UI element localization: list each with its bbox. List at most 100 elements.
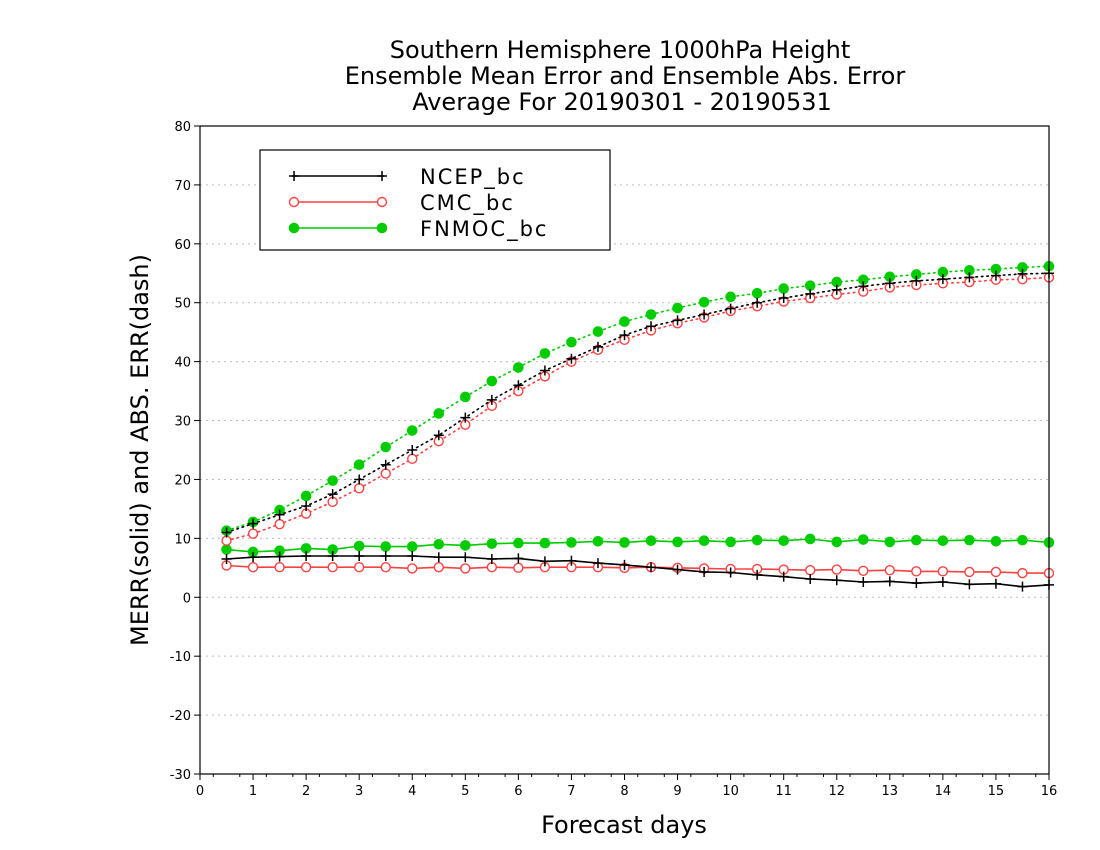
- x-tick-label: 12: [828, 784, 845, 799]
- merr-point: [646, 562, 657, 573]
- merr-point: [831, 575, 842, 586]
- abs-err-point: [406, 425, 418, 436]
- merr-point: [274, 562, 285, 573]
- abs-err-point: [619, 316, 630, 327]
- merr-point: [937, 566, 949, 577]
- merr-point: [884, 576, 895, 587]
- y-tick-label: 50: [174, 297, 191, 312]
- abs-err-point: [486, 394, 497, 405]
- merr-point: [778, 571, 789, 582]
- merr-point: [831, 536, 843, 548]
- legend-box: [259, 149, 611, 251]
- x-tick-label: 11: [775, 784, 792, 799]
- legend-marker: [376, 196, 388, 208]
- chart-title: Southern Hemisphere 1000hPa Height Ensem…: [345, 36, 906, 116]
- merr-point: [964, 566, 975, 578]
- merr-point: [858, 576, 869, 587]
- abs-err-point: [725, 303, 736, 314]
- merr-point: [248, 552, 259, 563]
- merr-point: [804, 533, 816, 545]
- abs-err-point: [380, 441, 392, 453]
- merr-point: [911, 578, 922, 589]
- merr-point: [433, 538, 445, 550]
- abs-err-point: [327, 475, 338, 486]
- x-tick-label: 0: [196, 784, 204, 799]
- merr-point: [805, 564, 816, 576]
- merr-point: [1017, 534, 1028, 546]
- merr-point: [911, 534, 922, 546]
- merr-point: [380, 541, 392, 552]
- abs-err-point: [248, 518, 259, 529]
- merr-point: [380, 562, 391, 573]
- abs-err-point: [539, 348, 551, 359]
- merr-point: [513, 537, 524, 549]
- merr-point: [353, 562, 365, 573]
- series-lines: [221, 260, 1055, 592]
- merr-point: [672, 564, 683, 575]
- merr-point: [221, 544, 232, 555]
- x-tick-label: 10: [722, 784, 739, 799]
- merr-point: [990, 578, 1001, 589]
- merr-point: [937, 576, 948, 587]
- abs-err-line: [225, 265, 1050, 532]
- x-tick-label: 15: [988, 784, 1005, 799]
- merr-point: [433, 562, 444, 573]
- abs-err-point: [274, 519, 285, 530]
- abs-err-point: [592, 341, 603, 352]
- merr-point: [857, 534, 869, 545]
- merr-point: [778, 535, 789, 547]
- abs-err-point: [672, 315, 683, 326]
- abs-err-point: [751, 288, 763, 299]
- abs-err-point: [221, 535, 232, 546]
- merr-point: [513, 553, 524, 564]
- grid: [200, 184, 1049, 716]
- abs-err-point: [645, 309, 657, 320]
- x-tick-label: 6: [514, 784, 522, 799]
- abs-err-point: [858, 281, 869, 292]
- abs-err-point: [513, 362, 524, 373]
- merr-point: [645, 535, 657, 547]
- abs-err-point: [566, 353, 577, 364]
- abs-err-point: [698, 296, 710, 308]
- abs-err-point: [911, 275, 922, 286]
- abs-err-point: [433, 430, 444, 441]
- abs-err-point: [592, 326, 604, 337]
- merr-point: [592, 558, 603, 569]
- abs-err-point: [221, 527, 232, 538]
- merr-point: [407, 551, 418, 562]
- merr-point: [460, 540, 471, 551]
- merr-point: [964, 579, 975, 590]
- title-line-3: Average For 20190301 - 20190531: [412, 88, 832, 116]
- merr-point: [884, 536, 896, 548]
- abs-err-point: [646, 321, 657, 332]
- merr-line: [226, 538, 1050, 553]
- abs-err-point: [300, 490, 312, 502]
- merr-point: [327, 551, 338, 562]
- abs-err-point: [380, 468, 391, 479]
- y-tick-label: 10: [174, 532, 191, 547]
- x-tick-label: 7: [567, 784, 575, 799]
- abs-err-point: [460, 391, 471, 403]
- abs-err-point: [274, 509, 285, 520]
- y-tick-label: 70: [174, 179, 191, 194]
- legend-item-FNMOC_bc: FNMOC_bc: [288, 217, 546, 242]
- merr-point: [486, 553, 497, 564]
- legend-label: NCEP_bc: [420, 165, 526, 190]
- abs-err-point: [513, 380, 524, 391]
- x-axis-label: Forecast days: [541, 811, 707, 839]
- abs-err-point: [884, 278, 895, 289]
- legend-item-CMC_bc: CMC_bc: [288, 191, 513, 216]
- merr-point: [672, 536, 683, 548]
- merr-point: [353, 540, 365, 552]
- abs-err-point: [460, 412, 471, 423]
- series-NCEP_bc: [221, 268, 1054, 592]
- merr-point: [406, 541, 418, 552]
- abs-err-point: [539, 365, 550, 376]
- merr-point: [433, 552, 444, 563]
- merr-point: [460, 563, 471, 574]
- series-FNMOC_bc: [221, 260, 1055, 558]
- abs-err-point: [354, 474, 365, 485]
- x-tick-label: 3: [355, 784, 363, 799]
